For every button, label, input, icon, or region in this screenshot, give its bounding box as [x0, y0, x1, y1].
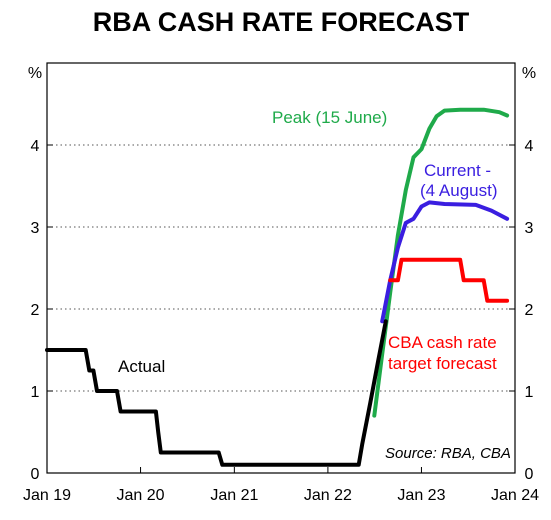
y-axis-unit-right: %	[522, 65, 536, 82]
y-tick-label-right: 0	[525, 466, 534, 483]
x-tick-label: Jan 22	[304, 487, 352, 504]
series-layer	[45, 107, 510, 467]
series-line-1	[380, 200, 510, 324]
x-tick-label: Jan 21	[210, 487, 258, 504]
y-tick-label-left: 1	[31, 384, 40, 401]
y-axis-unit-left: %	[28, 65, 42, 82]
x-tick-label: Jan 20	[117, 487, 165, 504]
chart-title: RBA CASH RATE FORECAST	[93, 7, 470, 37]
x-tick-label: Jan 23	[397, 487, 445, 504]
y-tick-label-right: 3	[525, 220, 534, 237]
series-line-3	[45, 319, 388, 467]
series-line-2	[388, 257, 510, 303]
axis-ticks: 0 0 1 1 2 2 3 3 4 4 Jan 19 Jan 20 Jan 21 Jan 22 Jan 23…	[23, 138, 539, 504]
y-tick-label-right: 2	[525, 302, 534, 319]
annotation-label: CBA cash rate	[388, 333, 497, 352]
annotations: Actual Peak (15 June) Current -(4 August) C…	[118, 108, 498, 376]
gridlines	[47, 144, 515, 392]
annotation-label: target forecast	[388, 354, 497, 373]
y-tick-label-left: 3	[31, 220, 40, 237]
annotation-label: Current -	[424, 161, 491, 180]
plot-frame	[46, 62, 516, 474]
y-tick-label-left: 0	[31, 466, 40, 483]
annotation-label: Actual	[118, 357, 165, 376]
y-tick-label-right: 4	[525, 138, 534, 155]
x-tick-label: Jan 24	[491, 487, 539, 504]
x-tick-label: Jan 19	[23, 487, 71, 504]
y-tick-label-left: 4	[31, 138, 40, 155]
y-tick-label-left: 2	[31, 302, 40, 319]
y-tick-label-right: 1	[525, 384, 534, 401]
annotation-label: Peak (15 June)	[272, 108, 387, 127]
annotation-label: (4 August)	[420, 181, 498, 200]
source-note: Source: RBA, CBA	[385, 445, 511, 462]
